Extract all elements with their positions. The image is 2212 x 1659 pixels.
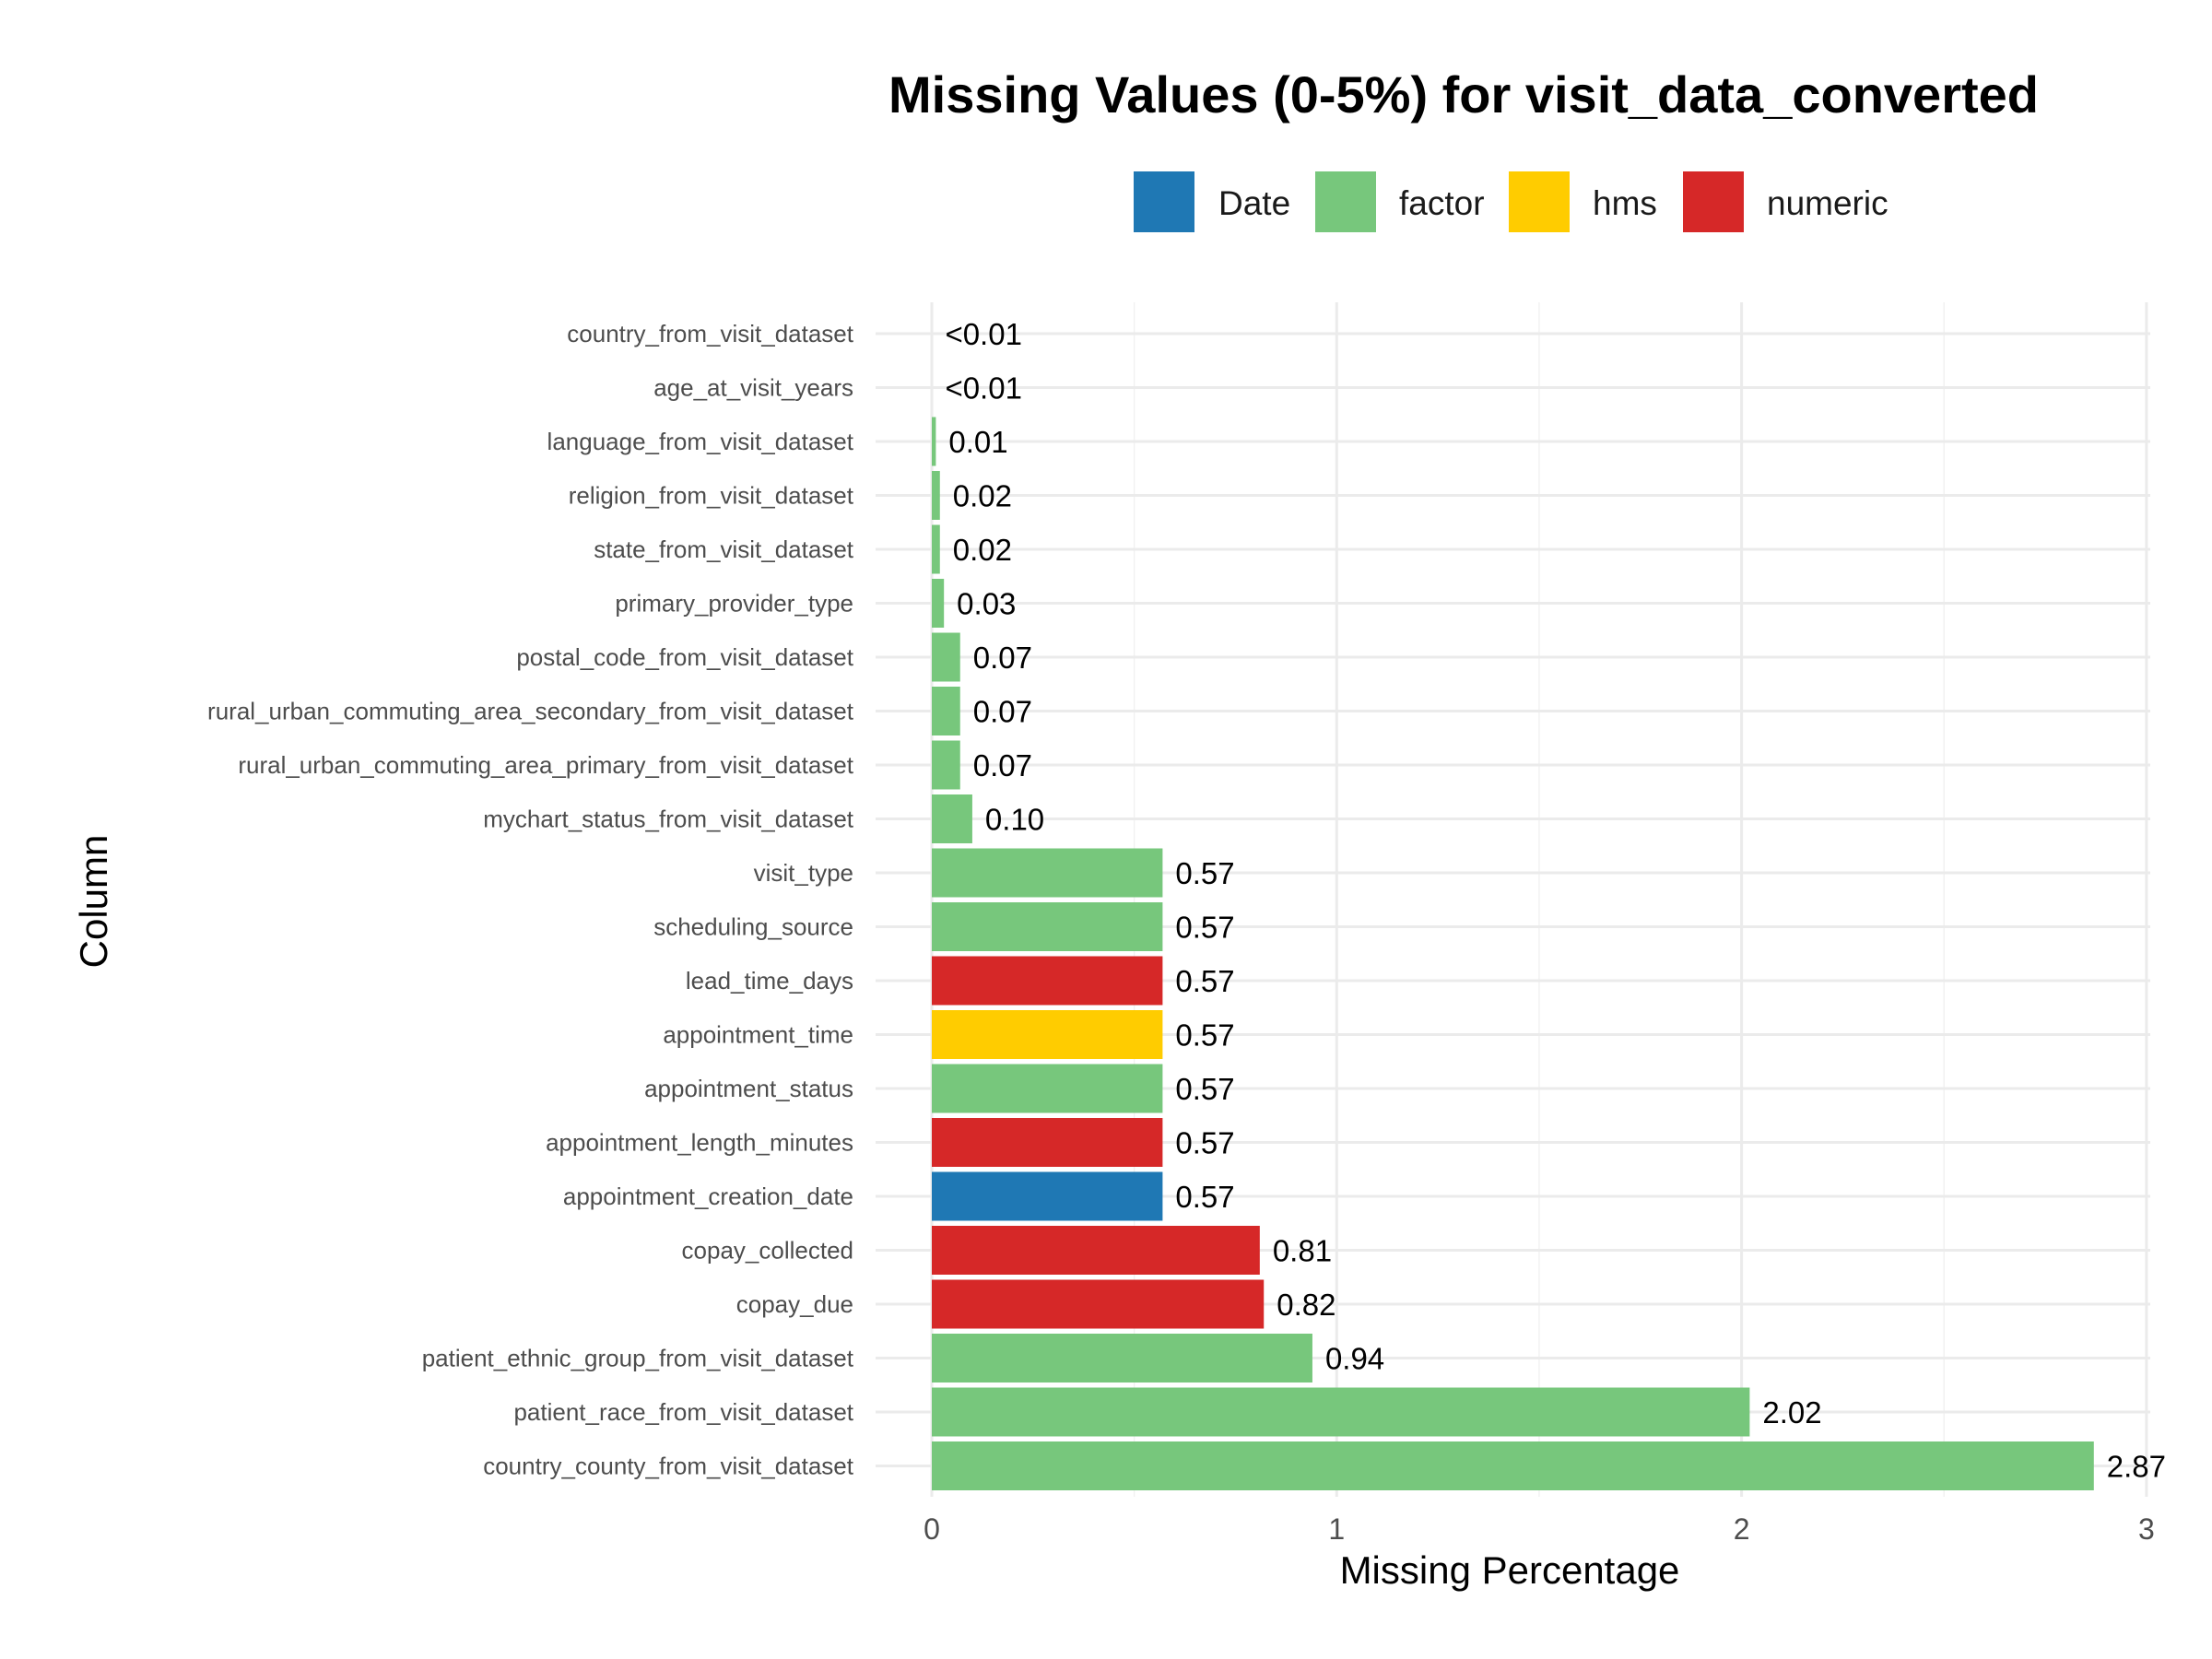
category-label: visit_type bbox=[754, 859, 853, 887]
x-tick-label: 0 bbox=[924, 1512, 940, 1546]
chart-legend: Date factor hms numeric bbox=[1134, 171, 1888, 232]
data-label: 0.02 bbox=[953, 479, 1012, 513]
legend-swatch-hms bbox=[1509, 171, 1570, 232]
bar-appointment_creation_date bbox=[932, 1171, 1163, 1221]
category-label: patient_ethnic_group_from_visit_dataset bbox=[422, 1345, 854, 1372]
category-label: state_from_visit_dataset bbox=[594, 535, 854, 563]
data-label: 0.02 bbox=[953, 533, 1012, 567]
category-label: appointment_creation_date bbox=[563, 1182, 853, 1210]
bar-rural_urban_commuting_area_secondary_from_visit_dataset bbox=[932, 687, 960, 735]
chart-title: Missing Values (0-5%) for visit_data_con… bbox=[888, 65, 2039, 124]
data-label: <0.01 bbox=[945, 371, 1022, 406]
bar-appointment_time bbox=[932, 1010, 1163, 1059]
legend-swatch-numeric bbox=[1683, 171, 1744, 232]
bar-religion_from_visit_dataset bbox=[932, 471, 940, 520]
data-label: 0.81 bbox=[1273, 1234, 1332, 1268]
data-label: 0.94 bbox=[1325, 1342, 1384, 1376]
data-label: <0.01 bbox=[945, 317, 1022, 351]
legend-swatch-factor bbox=[1315, 171, 1376, 232]
bar-visit_type bbox=[932, 848, 1163, 898]
bar-rural_urban_commuting_area_primary_from_visit_dataset bbox=[932, 740, 960, 790]
x-tick-label: 1 bbox=[1328, 1512, 1345, 1546]
data-label: 0.57 bbox=[1175, 964, 1234, 998]
bar-country_county_from_visit_dataset bbox=[932, 1441, 2094, 1490]
bar-copay_due bbox=[932, 1279, 1265, 1329]
data-label: 0.57 bbox=[1175, 1018, 1234, 1053]
data-label: 0.57 bbox=[1175, 1126, 1234, 1160]
bar-appointment_status bbox=[932, 1064, 1163, 1113]
category-label: religion_from_visit_dataset bbox=[569, 482, 854, 510]
bar-scheduling_source bbox=[932, 902, 1163, 951]
category-label: country_from_visit_dataset bbox=[567, 320, 853, 347]
category-label: primary_provider_type bbox=[615, 590, 853, 618]
category-label: lead_time_days bbox=[686, 967, 853, 994]
data-labels: <0.01 <0.01 0.01 0.02 0.02 0.03 0.07 0.07 0.07 0.… bbox=[945, 317, 2166, 1484]
x-tick-label: 3 bbox=[2138, 1512, 2155, 1546]
data-label: 0.07 bbox=[973, 695, 1032, 729]
data-label: 0.57 bbox=[1175, 1180, 1234, 1214]
category-label: copay_collected bbox=[682, 1237, 853, 1265]
x-tick-label: 2 bbox=[1734, 1512, 1750, 1546]
bar-patient_race_from_visit_dataset bbox=[932, 1387, 1750, 1437]
data-label: 0.57 bbox=[1175, 856, 1234, 890]
bar-postal_code_from_visit_dataset bbox=[932, 632, 960, 682]
category-label: postal_code_from_visit_dataset bbox=[516, 643, 853, 671]
category-axis-labels: country_from_visit_dataset age_at_visit_y… bbox=[207, 320, 854, 1480]
data-label: 0.82 bbox=[1277, 1288, 1335, 1322]
bar-state_from_visit_dataset bbox=[932, 524, 940, 574]
x-axis-title: Missing Percentage bbox=[1340, 1548, 1680, 1592]
x-axis-tick-labels: 0 1 2 3 bbox=[924, 1512, 2155, 1546]
category-label: age_at_visit_years bbox=[653, 374, 853, 402]
bar-mychart_status_from_visit_dataset bbox=[932, 794, 972, 843]
bar-series bbox=[932, 417, 2094, 1490]
category-label: appointment_status bbox=[644, 1075, 853, 1102]
data-label: 2.87 bbox=[2107, 1450, 2166, 1484]
category-label: copay_due bbox=[736, 1290, 853, 1318]
data-label: 0.07 bbox=[973, 641, 1032, 675]
legend-swatch-date bbox=[1134, 171, 1194, 232]
bar-language_from_visit_dataset bbox=[932, 417, 936, 466]
bar-copay_collected bbox=[932, 1226, 1260, 1275]
data-label: 0.07 bbox=[973, 748, 1032, 782]
category-label: rural_urban_commuting_area_primary_from_… bbox=[238, 751, 853, 779]
legend-label-hms: hms bbox=[1593, 184, 1657, 222]
bar-patient_ethnic_group_from_visit_dataset bbox=[932, 1334, 1312, 1382]
bar-primary_provider_type bbox=[932, 579, 945, 628]
data-label: 0.57 bbox=[1175, 1072, 1234, 1106]
legend-label-numeric: numeric bbox=[1767, 184, 1888, 222]
category-label: patient_race_from_visit_dataset bbox=[513, 1398, 853, 1426]
y-axis-title: Column bbox=[72, 835, 115, 969]
data-label: 0.01 bbox=[948, 425, 1007, 459]
category-label: rural_urban_commuting_area_secondary_fro… bbox=[207, 698, 854, 725]
category-label: mychart_status_from_visit_dataset bbox=[483, 806, 854, 833]
legend-label-factor: factor bbox=[1399, 184, 1485, 222]
category-label: appointment_time bbox=[663, 1021, 853, 1049]
legend-label-date: Date bbox=[1218, 184, 1290, 222]
data-label: 0.10 bbox=[985, 803, 1044, 837]
bar-appointment_length_minutes bbox=[932, 1118, 1163, 1167]
category-label: appointment_length_minutes bbox=[546, 1129, 853, 1157]
data-label: 2.02 bbox=[1762, 1395, 1821, 1430]
data-label: 0.03 bbox=[957, 587, 1016, 621]
bar-lead_time_days bbox=[932, 956, 1163, 1006]
category-label: scheduling_source bbox=[653, 913, 853, 941]
category-label: country_county_from_visit_dataset bbox=[483, 1453, 854, 1480]
category-label: language_from_visit_dataset bbox=[547, 428, 854, 455]
data-label: 0.57 bbox=[1175, 911, 1234, 945]
